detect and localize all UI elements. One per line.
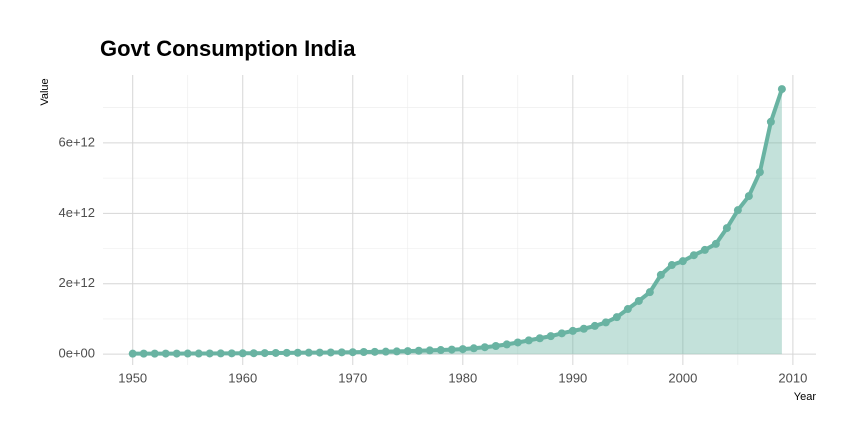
point (645, 288, 654, 297)
point (326, 348, 335, 357)
point (689, 251, 698, 260)
x-tick-label: 2000 (668, 370, 697, 385)
point (678, 257, 687, 266)
point (348, 348, 357, 357)
point (656, 270, 665, 279)
point (744, 192, 753, 201)
point (183, 349, 192, 358)
point (161, 349, 170, 358)
point (601, 318, 610, 327)
point (546, 332, 555, 341)
y-tick-label: 0e+00 (58, 346, 95, 361)
point (194, 349, 203, 358)
point (414, 346, 423, 355)
point (172, 349, 181, 358)
point (381, 347, 390, 356)
point (238, 349, 247, 358)
point (139, 349, 148, 358)
point (370, 347, 379, 356)
x-tick-label: 2010 (778, 370, 807, 385)
point (216, 349, 225, 358)
point (722, 224, 731, 233)
point (425, 346, 434, 355)
point (491, 341, 500, 350)
point (755, 168, 764, 177)
x-tick-label: 1960 (228, 370, 257, 385)
point (359, 348, 368, 357)
point (766, 117, 775, 126)
y-axis-label: Value (39, 78, 51, 105)
point (260, 349, 269, 358)
point (337, 348, 346, 357)
area (132, 89, 782, 355)
point (249, 349, 258, 358)
point (447, 345, 456, 354)
point (502, 340, 511, 349)
point (282, 348, 291, 357)
x-tick-label: 1950 (118, 370, 147, 385)
x-tick-label: 1970 (338, 370, 367, 385)
y-tick-label: 6e+12 (58, 134, 95, 149)
x-tick-label: 1980 (448, 370, 477, 385)
point (590, 321, 599, 330)
point (634, 296, 643, 305)
point (403, 347, 412, 356)
point (711, 239, 720, 248)
point (733, 206, 742, 215)
point (557, 329, 566, 338)
y-tick-label: 2e+12 (58, 275, 95, 290)
point (623, 305, 632, 314)
x-axis-label: Year (794, 391, 817, 403)
point (513, 338, 522, 347)
point (700, 245, 709, 254)
point (469, 344, 478, 353)
point (535, 334, 544, 343)
point (128, 349, 137, 358)
point (392, 347, 401, 356)
point (315, 348, 324, 357)
point (579, 324, 588, 333)
chart-title: Govt Consumption India (100, 36, 356, 61)
y-tick-label: 4e+12 (58, 205, 95, 220)
point (777, 85, 786, 94)
point (271, 348, 280, 357)
point (568, 326, 577, 335)
point (612, 313, 621, 322)
point (227, 349, 236, 358)
point (205, 349, 214, 358)
point (458, 345, 467, 354)
point (150, 349, 159, 358)
point (304, 348, 313, 357)
point (667, 261, 676, 270)
point (524, 336, 533, 345)
point (293, 348, 302, 357)
point (480, 343, 489, 352)
x-tick-label: 1990 (558, 370, 587, 385)
point (436, 346, 445, 355)
